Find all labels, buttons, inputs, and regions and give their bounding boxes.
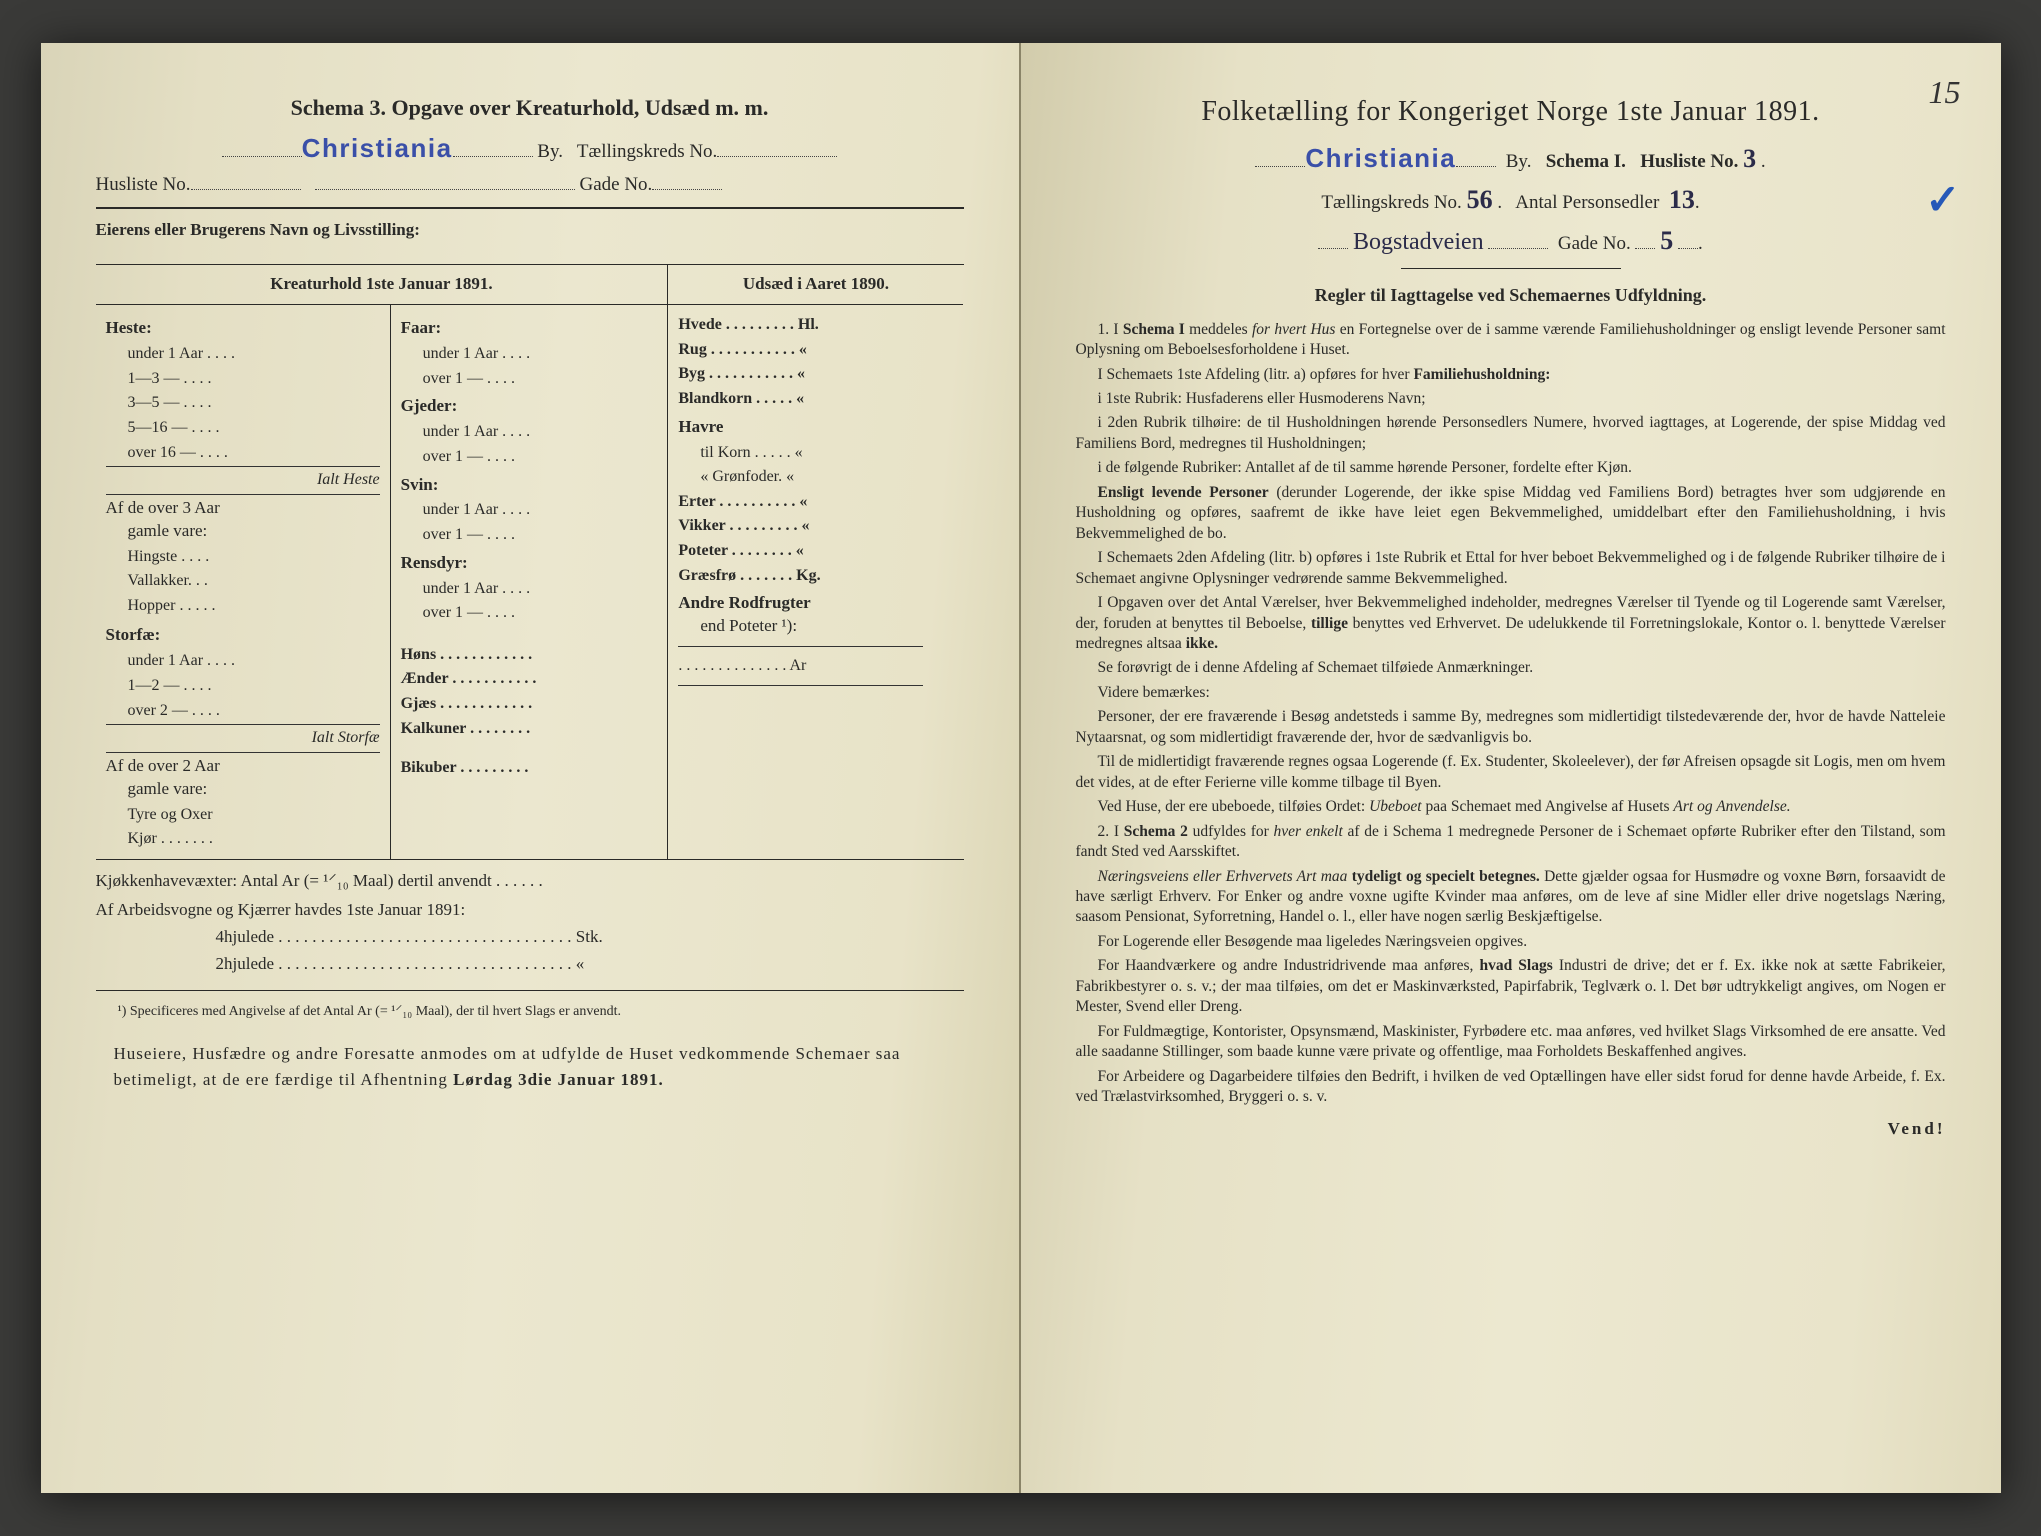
- end-poteter: end Poteter ¹):: [678, 615, 953, 638]
- footnote: ¹) Specificeres med Angivelse af det Ant…: [96, 1003, 964, 1022]
- by-label: By.: [537, 141, 563, 162]
- gjeder-o1: over 1 — . . . .: [423, 446, 658, 468]
- 2hjul-line: 2hjulede . . . . . . . . . . . . . . . .…: [96, 953, 964, 976]
- husliste-label-left: Husliste No.: [96, 174, 191, 195]
- 4hjul-line: 4hjulede . . . . . . . . . . . . . . . .…: [96, 926, 964, 949]
- heste-row: 5—16 — . . . .: [128, 417, 380, 439]
- husliste-label-r: Husliste No.: [1640, 151, 1738, 172]
- heste-row: 1—3 — . . . .: [128, 368, 380, 390]
- left-header-line1: Christiania By. Tællingskreds No.: [96, 131, 964, 166]
- vallakker-row: Vallakker. . .: [128, 570, 380, 592]
- heste-header: Heste:: [106, 317, 380, 340]
- schema3-title: Schema 3. Opgave over Kreaturhold, Udsæd…: [96, 93, 964, 123]
- tilkorn-row: til Korn . . . . . «: [700, 442, 953, 464]
- city-stamp-right: Christiania: [1305, 141, 1456, 176]
- tk-value: 56: [1467, 185, 1493, 214]
- census-title: Folketælling for Kongeriget Norge 1ste J…: [1076, 93, 1946, 131]
- gamle-vare: gamle vare:: [106, 520, 380, 543]
- right-header-line1: Christiania By. Schema I. Husliste No. 3…: [1076, 141, 1946, 176]
- livestock-table: Heste: under 1 Aar . . . . 1—3 — . . . .…: [96, 305, 964, 860]
- vend-label: Vend!: [1076, 1118, 1946, 1141]
- gjaes-row: Gjæs . . . . . . . . . . . .: [401, 693, 658, 715]
- erter-row: Erter . . . . . . . . . . «: [678, 491, 953, 513]
- husliste-value: 3: [1743, 144, 1756, 173]
- ar-row: . . . . . . . . . . . . . . Ar: [678, 655, 953, 677]
- page-number: 15: [1929, 71, 1961, 114]
- havre-header: Havre: [678, 416, 953, 439]
- col-faar-etc: Faar: under 1 Aar . . . . over 1 — . . .…: [391, 305, 669, 859]
- tk-label-left: Tællingskreds No.: [577, 141, 717, 162]
- kjor-row: Kjør . . . . . . .: [128, 828, 380, 850]
- arbeidsvogne-line: Af Arbeidsvogne og Kjærrer havdes 1ste J…: [96, 899, 964, 922]
- bottom-note: Huseiere, Husfædre og andre Foresatte an…: [96, 1041, 964, 1092]
- aender-row: Ænder . . . . . . . . . . .: [401, 668, 658, 690]
- tk-label-r: Tællingskreds No.: [1321, 192, 1461, 213]
- hons-row: Høns . . . . . . . . . . . .: [401, 644, 658, 666]
- hopper-row: Hopper . . . . .: [128, 595, 380, 617]
- storfae-header: Storfæ:: [106, 624, 380, 647]
- heste-row: over 16 — . . . .: [128, 442, 380, 464]
- pers-label: Antal Personsedler: [1515, 192, 1659, 213]
- af-over3: Af de over 3 Aar: [106, 497, 380, 520]
- gjeder-u1: under 1 Aar . . . .: [423, 421, 658, 443]
- ialt-storfae: Ialt Storfæ: [106, 724, 380, 749]
- col-head-udsaed: Udsæd i Aaret 1890.: [668, 265, 963, 305]
- svin-u1: under 1 Aar . . . .: [423, 499, 658, 521]
- left-header-line2: Husliste No. Gade No.: [96, 172, 964, 198]
- rug-row: Rug . . . . . . . . . . . «: [678, 339, 953, 361]
- graesfro-row: Græsfrø . . . . . . . Kg.: [678, 565, 953, 587]
- rensdyr-header: Rensdyr:: [401, 552, 658, 575]
- faar-header: Faar:: [401, 317, 658, 340]
- bikuber-row: Bikuber . . . . . . . . .: [401, 757, 658, 779]
- street-handwritten: Bogstadveien: [1353, 229, 1484, 255]
- storfae-row: over 2 — . . . .: [128, 700, 380, 722]
- rensdyr-u1: under 1 Aar . . . .: [423, 578, 658, 600]
- kjokken-line: Kjøkkenhavevæxter: Antal Ar (= ¹⸍₁₀ Maal…: [96, 870, 964, 893]
- right-header-line2: Tællingskreds No. 56 . Antal Personsedle…: [1076, 182, 1946, 217]
- rensdyr-o1: over 1 — . . . .: [423, 602, 658, 624]
- ialt-heste: Ialt Heste: [106, 466, 380, 491]
- svin-header: Svin:: [401, 474, 658, 497]
- pers-value: 13: [1669, 185, 1695, 214]
- checkmark-icon: ✓: [1925, 173, 1960, 230]
- poteter-row: Poteter . . . . . . . . «: [678, 540, 953, 562]
- gade-value: 5: [1660, 226, 1673, 255]
- hvede-row: Hvede . . . . . . . . . Hl.: [678, 314, 953, 336]
- gronfoder-row: « Grønfoder. «: [700, 466, 953, 488]
- right-header-line3: Bogstadveien Gade No. 5 .: [1076, 223, 1946, 258]
- kalkuner-row: Kalkuner . . . . . . . .: [401, 718, 658, 740]
- left-page: Schema 3. Opgave over Kreaturhold, Udsæd…: [41, 43, 1021, 1493]
- faar-o1: over 1 — . . . .: [423, 368, 658, 390]
- heste-row: 3—5 — . . . .: [128, 392, 380, 414]
- city-stamp-left: Christiania: [302, 131, 453, 166]
- col-heste-storfae: Heste: under 1 Aar . . . . 1—3 — . . . .…: [96, 305, 391, 859]
- andre-header: Andre Rodfrugter: [678, 592, 953, 615]
- col-head-kreatur: Kreaturhold 1ste Januar 1891.: [96, 265, 669, 305]
- table-header: Kreaturhold 1ste Januar 1891. Udsæd i Aa…: [96, 264, 964, 305]
- storfae-row: under 1 Aar . . . .: [128, 650, 380, 672]
- vikker-row: Vikker . . . . . . . . . «: [678, 515, 953, 537]
- tyre-row: Tyre og Oxer: [128, 804, 380, 826]
- gade-label-r: Gade No.: [1558, 233, 1631, 254]
- gjeder-header: Gjeder:: [401, 395, 658, 418]
- gamle-vare2: gamle vare:: [106, 778, 380, 801]
- heste-row: under 1 Aar . . . .: [128, 343, 380, 365]
- blandkorn-row: Blandkorn . . . . . «: [678, 388, 953, 410]
- right-page: 15 ✓ Folketælling for Kongeriget Norge 1…: [1021, 43, 2001, 1493]
- rules-title: Regler til Iagttagelse ved Schemaernes U…: [1076, 283, 1946, 307]
- document-spread: Schema 3. Opgave over Kreaturhold, Udsæd…: [41, 43, 2001, 1493]
- rules-body: 1. I Schema I meddeles for hvert Hus en …: [1076, 320, 1946, 1108]
- faar-u1: under 1 Aar . . . .: [423, 343, 658, 365]
- by-label-r: By.: [1506, 151, 1532, 172]
- svin-o1: over 1 — . . . .: [423, 524, 658, 546]
- byg-row: Byg . . . . . . . . . . . «: [678, 363, 953, 385]
- storfae-row: 1—2 — . . . .: [128, 675, 380, 697]
- schema-i-label: Schema I.: [1546, 151, 1626, 172]
- owner-label: Eierens eller Brugerens Navn og Livsstil…: [96, 219, 964, 242]
- col-udsaed: Hvede . . . . . . . . . Hl. Rug . . . . …: [668, 305, 963, 859]
- af-over2: Af de over 2 Aar: [106, 755, 380, 778]
- hingste-row: Hingste . . . .: [128, 546, 380, 568]
- gade-label-left: Gade No.: [580, 174, 653, 195]
